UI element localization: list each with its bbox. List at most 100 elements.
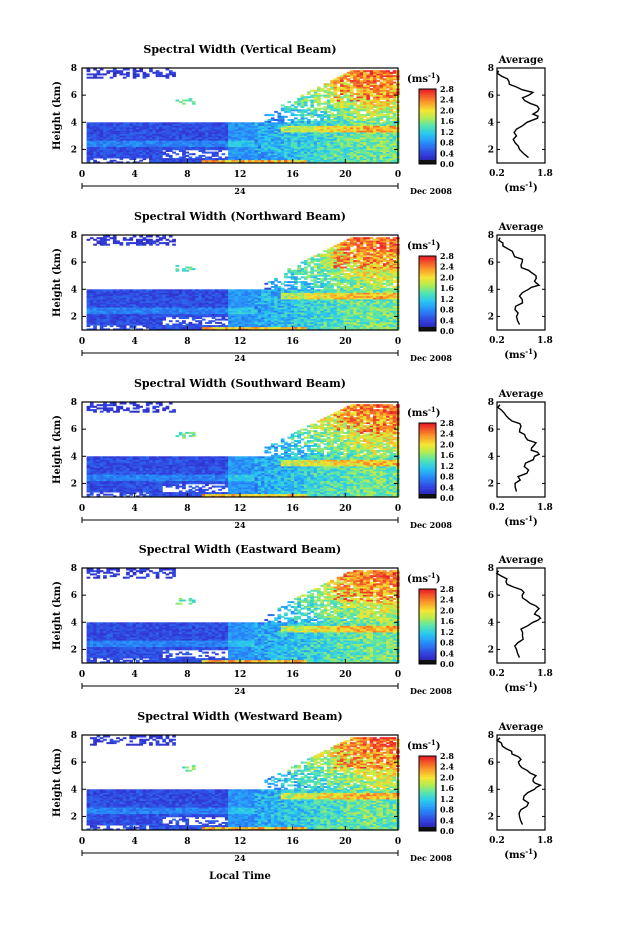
heatmap-cell [373,110,377,113]
heatmap-cell [172,158,176,161]
heatmap-cell [290,310,295,313]
heatmap-cell [86,310,91,313]
heatmap-cell [340,136,344,139]
heatmap-cell [109,303,114,306]
heatmap-cell [257,128,262,131]
heatmap-cell [116,123,120,126]
heatmap-cell [379,125,384,128]
heatmap-cell [182,317,186,319]
heatmap-cell [323,133,328,136]
heatmap-cell [326,91,331,94]
heatmap-cell [251,128,255,131]
heatmap-cell [93,313,97,316]
heatmap-cell [343,146,348,149]
heatmap-cell [261,320,265,323]
heatmap-cell [270,286,275,288]
heatmap-cell [89,323,94,326]
heatmap-cell [244,153,249,156]
heatmap-cell [155,305,160,308]
heatmap-cell [178,146,183,149]
heatmap-cell [340,138,344,141]
heatmap-cell [175,159,180,162]
heatmap-cell [333,148,338,151]
heatmap-cell [294,154,298,157]
heatmap-cell [145,315,150,318]
heatmap-cell [300,132,305,135]
heatmap-cell [96,154,101,157]
heatmap-cell [264,146,269,149]
heatmap-cell [274,320,278,323]
heatmap-cell [277,315,282,318]
heatmap-cell [136,243,140,246]
heatmap-cell [119,158,124,161]
heatmap-cell [277,148,282,151]
heatmap-cell [172,132,176,135]
heatmap-cell [132,154,137,157]
heatmap-cell [86,138,91,141]
heatmap-cell [119,135,124,138]
heatmap-cell [168,133,173,136]
heatmap-cell [109,150,114,152]
heatmap-cell [320,119,324,121]
heatmap-cell [188,295,193,298]
heatmap-cell [251,141,255,144]
heatmap-cell [340,86,344,89]
heatmap-cell [109,290,114,293]
heatmap-cell [241,297,245,300]
heatmap-cell [215,325,219,328]
heatmap-cell [221,308,226,311]
heatmap-cell [185,146,190,149]
heatmap-cell [116,240,120,243]
heatmap-cell [392,97,397,100]
heatmap-cell [224,128,229,131]
heatmap-cell [369,102,374,105]
heatmap-cell [389,158,394,161]
heatmap-cell [224,156,229,159]
heatmap-cell [201,154,206,157]
heatmap-cell [343,148,348,151]
heatmap-cell [96,307,101,310]
heatmap-cell [218,326,222,329]
heatmap-cell [109,294,114,297]
heatmap-cell [172,325,176,328]
heatmap-cell [294,323,298,326]
heatmap-cell [234,310,239,313]
heatmap-cell [103,308,107,311]
heatmap-cell [326,156,331,159]
heatmap-cell [93,140,97,143]
heatmap-cell [116,292,120,295]
heatmap-cell [373,71,377,74]
heatmap-cell [300,320,305,323]
heatmap-cell [122,127,127,130]
heatmap-cell [93,154,97,157]
heatmap-cell [310,122,315,125]
heatmap-cell [336,122,341,125]
heatmap-cell [99,295,104,298]
heatmap-cell [257,328,262,331]
heatmap-cell [132,317,137,319]
heatmap-cell [201,145,206,148]
heatmap-cell [155,300,160,303]
heatmap-cell [139,315,143,318]
heatmap-cell [251,323,255,326]
heatmap-cell [234,154,239,157]
average-y-tick-label: 6 [488,91,494,101]
heatmap-cell [93,143,97,146]
heatmap-cell [392,84,397,87]
heatmap-cell [386,140,390,143]
heatmap-cell [267,295,272,298]
heatmap-cell [317,146,321,149]
heatmap-cell [379,138,384,141]
heatmap-cell [261,161,265,164]
heatmap-cell [356,89,361,92]
heatmap-cell [103,238,107,241]
heatmap-cell [191,289,196,292]
heatmap-cell [191,122,196,125]
colorbar-segment [419,126,436,129]
heatmap-cell [234,140,239,143]
heatmap-cell [168,292,173,295]
heatmap-cell [185,300,190,303]
heatmap-cell [340,93,344,95]
heatmap-cell [310,138,315,141]
heatmap-cell [270,318,275,321]
